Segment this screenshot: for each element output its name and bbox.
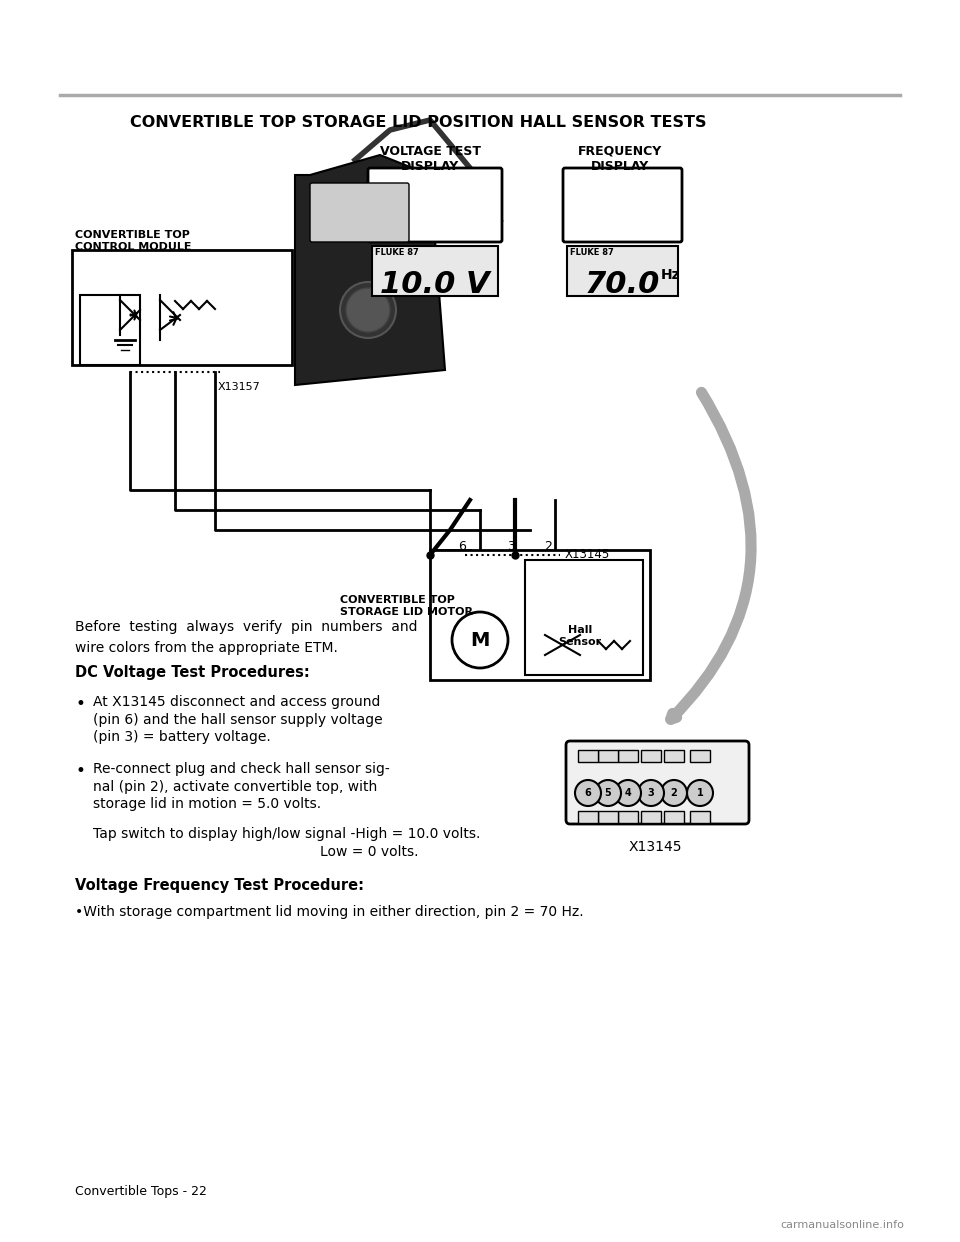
Circle shape [595,780,621,806]
Text: •: • [75,696,84,713]
Text: At X13145 disconnect and access ground: At X13145 disconnect and access ground [93,696,380,709]
Circle shape [452,612,508,668]
Text: Convertible Tops - 22: Convertible Tops - 22 [75,1185,206,1199]
Text: X13145: X13145 [628,840,682,854]
Bar [80,296,140,365]
Bar [641,750,661,763]
Text: 2: 2 [671,787,678,799]
FancyBboxPatch shape [368,168,502,242]
Text: 70.0: 70.0 [585,270,660,299]
Bar [618,750,638,763]
Bar [690,811,710,823]
Text: DC Voltage Test Procedures:: DC Voltage Test Procedures: [75,664,310,681]
Text: 3: 3 [648,787,655,799]
Bar [598,750,618,763]
Text: FREQUENCY: FREQUENCY [578,145,662,158]
Bar [618,811,638,823]
Text: carmanualsonline.info: carmanualsonline.info [780,1220,904,1230]
Circle shape [661,780,687,806]
Text: Voltage Frequency Test Procedure:: Voltage Frequency Test Procedure: [75,878,364,893]
FancyBboxPatch shape [372,246,498,296]
Circle shape [638,780,664,806]
Text: Tap switch to display high/low signal -High = 10.0 volts.: Tap switch to display high/low signal -H… [93,827,480,841]
Text: DISPLAY: DISPLAY [590,160,649,173]
Text: VOLTAGE TEST: VOLTAGE TEST [379,145,481,158]
Text: Before  testing  always  verify  pin  numbers  and
wire colors from the appropri: Before testing always verify pin numbers… [75,620,418,655]
Circle shape [687,780,713,806]
FancyBboxPatch shape [310,183,409,242]
Text: (pin 6) and the hall sensor supply voltage: (pin 6) and the hall sensor supply volta… [93,713,383,727]
Bar [598,811,618,823]
Text: X13145: X13145 [565,548,611,561]
Text: (pin 3) = battery voltage.: (pin 3) = battery voltage. [93,730,271,744]
Text: storage lid in motion = 5.0 volts.: storage lid in motion = 5.0 volts. [93,797,322,811]
FancyBboxPatch shape [566,741,749,823]
Text: FLUKE 87: FLUKE 87 [375,248,419,257]
Circle shape [340,282,396,338]
Text: CONVERTIBLE TOP
CONTROL MODULE: CONVERTIBLE TOP CONTROL MODULE [75,230,191,252]
Text: 10.0 V: 10.0 V [380,270,490,299]
Circle shape [615,780,641,806]
Bar [664,750,684,763]
Text: 6: 6 [458,540,466,553]
Text: 3: 3 [507,540,515,553]
Text: Hall
Sensor: Hall Sensor [559,625,602,647]
Text: 4: 4 [625,787,632,799]
Bar [641,811,661,823]
FancyBboxPatch shape [563,168,682,242]
Text: nal (pin 2), activate convertible top, with: nal (pin 2), activate convertible top, w… [93,780,377,794]
Text: X13157: X13157 [218,383,261,392]
Text: •: • [75,763,84,780]
Text: 2: 2 [544,540,552,553]
Text: CONVERTIBLE TOP
STORAGE LID MOTOR: CONVERTIBLE TOP STORAGE LID MOTOR [340,595,473,616]
Text: CONVERTIBLE TOP STORAGE LID POSITION HALL SENSOR TESTS: CONVERTIBLE TOP STORAGE LID POSITION HAL… [130,116,707,130]
Text: M: M [470,631,490,650]
Text: •With storage compartment lid moving in either direction, pin 2 = 70 Hz.: •With storage compartment lid moving in … [75,905,584,919]
Text: Re-connect plug and check hall sensor sig-: Re-connect plug and check hall sensor si… [93,763,390,776]
Bar [430,550,650,681]
Text: DISPLAY: DISPLAY [401,160,459,173]
Text: 6: 6 [585,787,591,799]
Bar [578,811,598,823]
Text: FLUKE 87: FLUKE 87 [570,248,613,257]
Bar [578,750,598,763]
FancyBboxPatch shape [567,246,678,296]
Bar [690,750,710,763]
Bar [525,560,643,674]
Text: 5: 5 [605,787,612,799]
Text: 1: 1 [697,787,704,799]
Polygon shape [295,155,445,385]
Circle shape [346,288,390,332]
Circle shape [575,780,601,806]
Bar [664,811,684,823]
Text: Hz: Hz [661,268,681,282]
Bar [72,250,292,365]
Text: Low = 0 volts.: Low = 0 volts. [320,845,419,859]
